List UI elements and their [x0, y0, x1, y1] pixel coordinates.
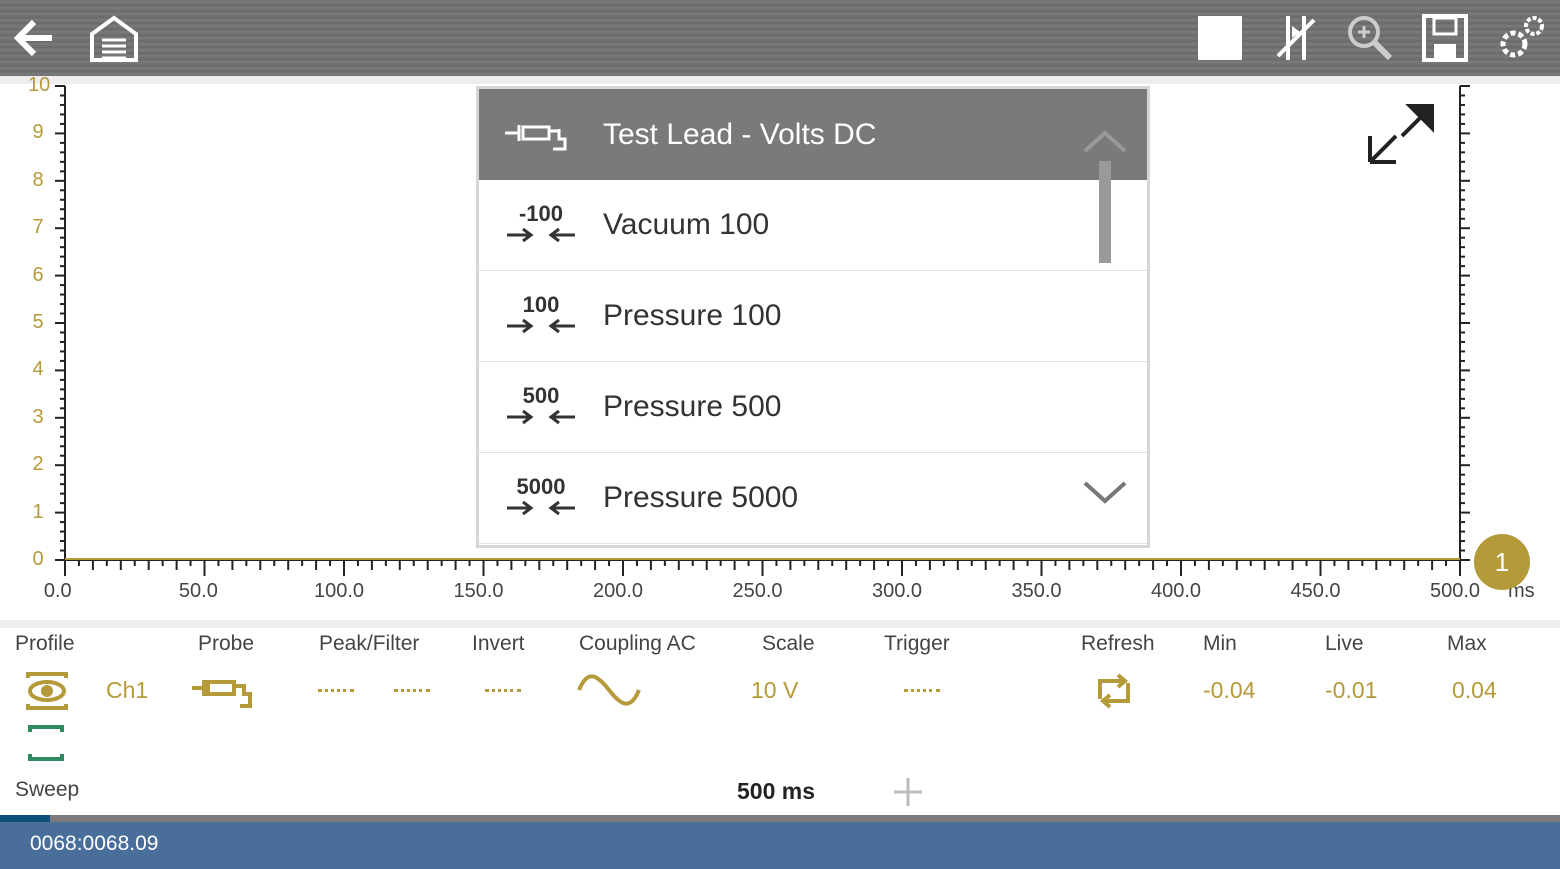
- x-tick-label: 50.0: [178, 580, 218, 602]
- waveform-plot[interactable]: 0 1 2 3 4 5 6 7 8 9 10 0.0 50.0 100.0 150.0 200.0 250.0…: [0, 74, 1560, 620]
- scale-label: Scale: [762, 632, 815, 655]
- y-tick-label: 1: [32, 500, 44, 523]
- eye-visibility-icon[interactable]: [26, 672, 68, 715]
- x-tick-label: 500.0: [1429, 580, 1481, 602]
- pressure-transducer-icon: 500: [479, 385, 603, 429]
- item-badge: 100: [523, 294, 560, 317]
- coupling-label: Coupling AC: [579, 632, 696, 655]
- probe-test-lead-icon[interactable]: [190, 672, 268, 717]
- item-badge: -100: [519, 203, 563, 226]
- sweep-value[interactable]: 500 ms: [737, 778, 816, 804]
- live-label: Live: [1325, 632, 1364, 655]
- dropdown-item[interactable]: 100 Pressure 100: [479, 271, 1147, 362]
- probe-dropdown[interactable]: Test Lead - Volts DC -100 Vacuum 100 100 Pr…: [476, 86, 1150, 548]
- dropdown-item-label: Pressure 500: [603, 390, 782, 423]
- pressure-transducer-icon: -100: [479, 203, 603, 247]
- trigger-value[interactable]: [904, 689, 940, 692]
- settings-gears-icon[interactable]: [1496, 12, 1548, 64]
- filter-value[interactable]: [394, 689, 430, 692]
- y-tick-label: 10: [28, 74, 51, 96]
- record-progress-bar[interactable]: [0, 815, 1560, 822]
- trigger-label: Trigger: [884, 632, 950, 655]
- pressure-transducer-icon: 100: [479, 294, 603, 338]
- y-tick-label: 6: [32, 263, 44, 286]
- max-value: 0.04: [1452, 677, 1497, 703]
- y-tick-label: 8: [32, 168, 44, 191]
- dropdown-scrollbar[interactable]: [1099, 161, 1111, 263]
- dropdown-item[interactable]: -100 Vacuum 100: [479, 180, 1147, 271]
- x-tick-label: 200.0: [592, 580, 644, 602]
- x-tick-label: 100.0: [313, 580, 365, 602]
- pressure-transducer-icon: 5000: [479, 476, 603, 520]
- x-tick-label: 250.0: [732, 580, 783, 602]
- back-arrow-icon[interactable]: [10, 12, 62, 64]
- refresh-icon[interactable]: [1094, 673, 1134, 714]
- y-tick-label: 5: [32, 311, 44, 333]
- test-lead-icon: [479, 115, 603, 155]
- home-garage-icon[interactable]: [88, 12, 140, 64]
- item-badge: 500: [523, 385, 560, 408]
- invert-value[interactable]: [485, 689, 521, 692]
- top-toolbar: [0, 0, 1560, 76]
- dropdown-item[interactable]: 5000 Pressure 5000: [479, 453, 1147, 544]
- x-tick-label: 0.0: [43, 580, 72, 602]
- live-value: -0.01: [1325, 677, 1378, 703]
- chevron-down-icon[interactable]: [1083, 479, 1127, 505]
- x-tick-label: 400.0: [1150, 580, 1202, 602]
- panel-separator: [0, 620, 1560, 628]
- x-tick-label: 450.0: [1290, 580, 1341, 602]
- sweep-label: Sweep: [15, 778, 80, 801]
- save-icon[interactable]: [1420, 12, 1472, 64]
- channel-bracket-icon[interactable]: [26, 724, 68, 767]
- x-tick-label: 150.0: [453, 580, 504, 602]
- chevron-up-icon[interactable]: [1083, 129, 1127, 155]
- channel-marker[interactable]: 1: [1474, 534, 1530, 590]
- dropdown-item-label: Vacuum 100: [603, 208, 770, 241]
- cursor-split-icon[interactable]: [1270, 12, 1322, 64]
- status-text: 0068:0068.09: [30, 832, 159, 855]
- add-icon[interactable]: [892, 776, 924, 813]
- y-tick-label: 7: [32, 216, 44, 239]
- peak-value[interactable]: [318, 689, 354, 692]
- dropdown-selected-label: Test Lead - Volts DC: [603, 117, 877, 151]
- ac-coupling-icon[interactable]: [576, 672, 642, 713]
- zoom-icon[interactable]: [1344, 12, 1396, 64]
- x-tick-label: 350.0: [1011, 580, 1062, 602]
- channel-value[interactable]: Ch1: [106, 677, 149, 703]
- min-label: Min: [1203, 632, 1237, 655]
- peak-filter-label: Peak/Filter: [319, 632, 420, 655]
- y-tick-label: 2: [32, 453, 44, 476]
- dropdown-item-label: Pressure 100: [603, 299, 782, 332]
- expand-icon[interactable]: [1366, 102, 1436, 171]
- separator: [0, 76, 1560, 84]
- y-tick-label: 3: [32, 405, 44, 428]
- stop-icon[interactable]: [1194, 12, 1246, 64]
- max-label: Max: [1447, 632, 1487, 655]
- probe-label: Probe: [198, 632, 255, 655]
- x-tick-label: 300.0: [871, 580, 923, 602]
- profile-label: Profile: [15, 632, 75, 655]
- invert-label: Invert: [472, 632, 525, 655]
- y-tick-label: 4: [32, 358, 44, 381]
- status-bar: 0068:0068.09: [0, 822, 1560, 869]
- refresh-label: Refresh: [1081, 632, 1155, 655]
- dropdown-selected[interactable]: Test Lead - Volts DC: [479, 89, 1147, 180]
- y-tick-label: 9: [32, 121, 44, 144]
- dropdown-item-label: Pressure 5000: [603, 481, 799, 514]
- y-tick-label: 0: [32, 548, 44, 570]
- item-badge: 5000: [517, 476, 566, 499]
- scale-value[interactable]: 10 V: [751, 677, 799, 703]
- min-value: -0.04: [1203, 677, 1256, 703]
- dropdown-item[interactable]: 500 Pressure 500: [479, 362, 1147, 453]
